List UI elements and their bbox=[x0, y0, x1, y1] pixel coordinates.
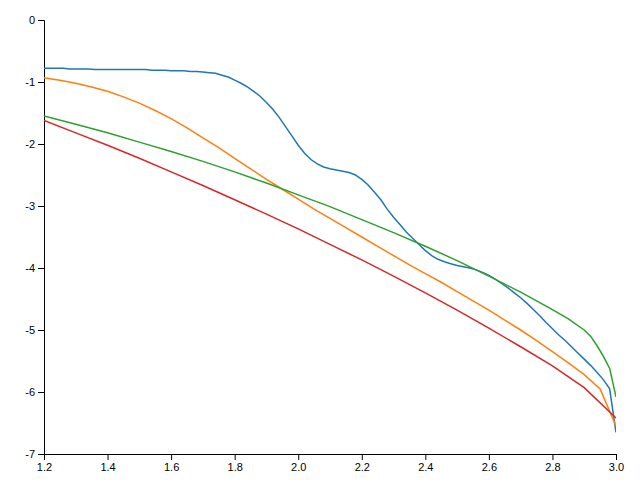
plot: 1.2 1.4 1.6 1.8 2.0 2.2 2.4 2.6 2.8 3.0 0 -1 -2 -3 -4 -… bbox=[25, 14, 624, 473]
y-tick-mark bbox=[38, 392, 44, 393]
x-tick-label: 1.8 bbox=[228, 461, 243, 473]
y-tick: -6 bbox=[25, 386, 44, 398]
series-line bbox=[44, 120, 616, 418]
x-tick: 1.6 bbox=[164, 454, 179, 473]
series-line bbox=[44, 78, 616, 426]
y-tick: -1 bbox=[25, 76, 44, 88]
y-tick-label: -6 bbox=[25, 386, 35, 398]
x-tick-mark bbox=[425, 454, 426, 460]
x-tick-label: 2.4 bbox=[418, 461, 433, 473]
x-tick-mark bbox=[171, 454, 172, 460]
x-axis: 1.2 1.4 1.6 1.8 2.0 2.2 2.4 2.6 2.8 3.0 bbox=[37, 454, 624, 473]
y-tick-label: -1 bbox=[25, 76, 35, 88]
x-tick-mark bbox=[362, 454, 363, 460]
y-tick-mark bbox=[38, 82, 44, 83]
y-tick: -3 bbox=[25, 200, 44, 212]
x-tick-label: 2.8 bbox=[545, 461, 560, 473]
x-tick-mark bbox=[235, 454, 236, 460]
series-line bbox=[44, 68, 616, 432]
y-tick: -7 bbox=[25, 448, 44, 460]
chart: 1.2 1.4 1.6 1.8 2.0 2.2 2.4 2.6 2.8 3.0 0 -1 -2 -3 -4 -… bbox=[0, 0, 640, 488]
x-tick: 1.2 bbox=[37, 454, 52, 473]
x-tick-mark bbox=[616, 454, 617, 460]
x-tick-mark bbox=[552, 454, 553, 460]
series-line bbox=[44, 116, 616, 397]
y-tick-label: -4 bbox=[25, 262, 35, 274]
y-tick-mark bbox=[38, 454, 44, 455]
x-tick-label: 2.0 bbox=[291, 461, 306, 473]
x-axis-line bbox=[45, 455, 617, 461]
x-tick-mark bbox=[298, 454, 299, 460]
x-tick-label: 2.2 bbox=[355, 461, 370, 473]
x-tick-label: 1.2 bbox=[37, 461, 52, 473]
y-axis-line bbox=[38, 21, 45, 455]
y-tick-label: 0 bbox=[29, 14, 35, 26]
y-tick-mark bbox=[38, 144, 44, 145]
x-tick: 2.6 bbox=[482, 454, 497, 473]
x-tick: 2.2 bbox=[355, 454, 370, 473]
y-tick-label: -3 bbox=[25, 200, 35, 212]
x-tick-label: 1.6 bbox=[164, 461, 179, 473]
x-tick-label: 3.0 bbox=[609, 461, 624, 473]
lines bbox=[44, 68, 616, 432]
x-tick: 2.8 bbox=[545, 454, 560, 473]
y-tick: -2 bbox=[25, 138, 44, 150]
y-tick: -4 bbox=[25, 262, 44, 274]
x-tick-mark bbox=[108, 454, 109, 460]
y-tick-label: -7 bbox=[25, 448, 35, 460]
x-tick: 1.4 bbox=[100, 454, 115, 473]
x-tick-label: 1.4 bbox=[100, 461, 115, 473]
y-tick-mark bbox=[38, 20, 44, 21]
y-tick: 0 bbox=[29, 14, 44, 26]
y-tick-mark bbox=[38, 206, 44, 207]
x-tick: 1.8 bbox=[228, 454, 243, 473]
y-tick-mark bbox=[38, 268, 44, 269]
x-tick-mark bbox=[489, 454, 490, 460]
y-tick-mark bbox=[38, 330, 44, 331]
x-tick: 2.4 bbox=[418, 454, 433, 473]
y-tick-label: -2 bbox=[25, 138, 35, 150]
x-tick-label: 2.6 bbox=[482, 461, 497, 473]
x-tick: 3.0 bbox=[609, 454, 624, 473]
y-tick-label: -5 bbox=[25, 324, 35, 336]
y-axis: 0 -1 -2 -3 -4 -5 -6 -7 bbox=[25, 14, 44, 460]
x-tick: 2.0 bbox=[291, 454, 306, 473]
y-tick: -5 bbox=[25, 324, 44, 336]
